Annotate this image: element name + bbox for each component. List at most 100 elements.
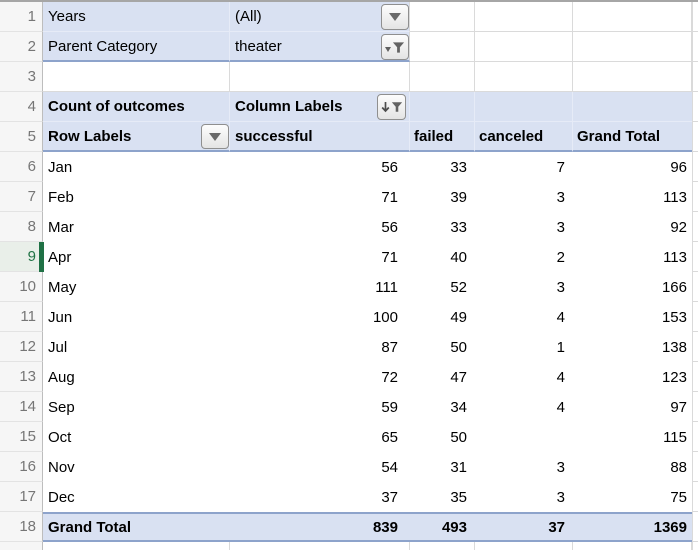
row-number-12[interactable]: 12 xyxy=(0,332,43,362)
row-number-18[interactable]: 18 xyxy=(0,512,43,542)
cell-value[interactable]: 33 xyxy=(410,152,475,182)
cell-row-label[interactable]: Jun xyxy=(43,302,230,332)
cell-value[interactable]: 56 xyxy=(230,152,410,182)
cell-column-header-successful[interactable]: successful xyxy=(230,122,410,152)
cell-value[interactable]: 4 xyxy=(475,302,573,332)
cell-value[interactable]: 59 xyxy=(230,392,410,422)
cell-value[interactable]: 97 xyxy=(573,392,692,422)
cell-column-header-grand-total[interactable]: Grand Total xyxy=(573,122,692,152)
cell-value[interactable]: 50 xyxy=(410,332,475,362)
row-number-14[interactable]: 14 xyxy=(0,392,43,422)
cell-empty[interactable] xyxy=(573,62,692,92)
row-labels-dropdown-button[interactable] xyxy=(201,124,229,149)
cell-value[interactable]: 54 xyxy=(230,452,410,482)
cell-row-label[interactable]: Jul xyxy=(43,332,230,362)
cell-value[interactable]: 3 xyxy=(475,272,573,302)
cell-row-label[interactable]: Sep xyxy=(43,392,230,422)
cell-grand-total-label[interactable]: Grand Total xyxy=(43,512,230,542)
cell-column-header-failed[interactable]: failed xyxy=(410,122,475,152)
row-number-6[interactable]: 6 xyxy=(0,152,43,182)
cell-value[interactable]: 96 xyxy=(573,152,692,182)
cell-value[interactable]: 33 xyxy=(410,212,475,242)
cell-value[interactable]: 153 xyxy=(573,302,692,332)
cell-measure-caption[interactable]: Count of outcomes xyxy=(43,92,230,122)
cell-value[interactable]: 37 xyxy=(230,482,410,512)
cell-value[interactable]: 100 xyxy=(230,302,410,332)
cell-value[interactable]: 113 xyxy=(573,242,692,272)
cell-value[interactable]: 7 xyxy=(475,152,573,182)
row-number-13[interactable]: 13 xyxy=(0,362,43,392)
row-number-2[interactable]: 2 xyxy=(0,32,43,62)
row-number-16[interactable]: 16 xyxy=(0,452,43,482)
cell-row-label[interactable]: Dec xyxy=(43,482,230,512)
cell-value[interactable]: 39 xyxy=(410,182,475,212)
cell-grand-total-value[interactable]: 37 xyxy=(475,512,573,542)
row-number-3[interactable]: 3 xyxy=(0,62,43,92)
cell-row-label[interactable]: Feb xyxy=(43,182,230,212)
cell-value[interactable]: 75 xyxy=(573,482,692,512)
cell-value[interactable]: 50 xyxy=(410,422,475,452)
column-labels-filter-button[interactable] xyxy=(377,94,406,120)
cell-value[interactable]: 4 xyxy=(475,392,573,422)
cell-value[interactable]: 138 xyxy=(573,332,692,362)
cell-value[interactable]: 40 xyxy=(410,242,475,272)
cell-value[interactable]: 2 xyxy=(475,242,573,272)
cell-filter-value-category[interactable]: theater xyxy=(230,32,410,62)
cell-grand-total-value[interactable]: 493 xyxy=(410,512,475,542)
cell-value[interactable]: 31 xyxy=(410,452,475,482)
cell-empty[interactable] xyxy=(410,92,475,122)
row-number-7[interactable]: 7 xyxy=(0,182,43,212)
cell-value[interactable]: 49 xyxy=(410,302,475,332)
cell-value[interactable]: 52 xyxy=(410,272,475,302)
cell-value[interactable]: 113 xyxy=(573,182,692,212)
cell-value[interactable]: 47 xyxy=(410,362,475,392)
cell-empty[interactable] xyxy=(475,32,573,62)
cell-value[interactable]: 111 xyxy=(230,272,410,302)
category-filter-button[interactable] xyxy=(381,34,409,60)
cell-row-label[interactable]: Mar xyxy=(43,212,230,242)
row-number-10[interactable]: 10 xyxy=(0,272,43,302)
cell-value[interactable]: 65 xyxy=(230,422,410,452)
cell-value[interactable]: 35 xyxy=(410,482,475,512)
cell-value[interactable]: 87 xyxy=(230,332,410,362)
cell-value[interactable]: 3 xyxy=(475,212,573,242)
cell-row-label[interactable]: May xyxy=(43,272,230,302)
cell-value[interactable]: 166 xyxy=(573,272,692,302)
cell-filter-label-years[interactable]: Years xyxy=(43,2,230,32)
cell-filter-label-category[interactable]: Parent Category xyxy=(43,32,230,62)
cell-empty[interactable] xyxy=(410,2,475,32)
row-number-15[interactable]: 15 xyxy=(0,422,43,452)
cell-empty[interactable] xyxy=(230,62,410,92)
cell-grand-total-value[interactable]: 839 xyxy=(230,512,410,542)
cell-row-label[interactable]: Oct xyxy=(43,422,230,452)
cell-empty[interactable] xyxy=(475,2,573,32)
cell-value[interactable]: 115 xyxy=(573,422,692,452)
cell-value[interactable]: 1 xyxy=(475,332,573,362)
cell-value[interactable]: 71 xyxy=(230,242,410,272)
cell-value[interactable] xyxy=(475,422,573,452)
cell-filter-value-years[interactable]: (All) xyxy=(230,2,410,32)
row-number-11[interactable]: 11 xyxy=(0,302,43,332)
cell-empty[interactable] xyxy=(410,32,475,62)
cell-column-header-canceled[interactable]: canceled xyxy=(475,122,573,152)
cell-row-label[interactable]: Jan xyxy=(43,152,230,182)
cell-value[interactable]: 4 xyxy=(475,362,573,392)
cell-grand-total-value[interactable]: 1369 xyxy=(573,512,692,542)
cell-value[interactable]: 71 xyxy=(230,182,410,212)
row-number-17[interactable]: 17 xyxy=(0,482,43,512)
cell-value[interactable]: 123 xyxy=(573,362,692,392)
cell-empty[interactable] xyxy=(475,62,573,92)
cell-value[interactable]: 56 xyxy=(230,212,410,242)
cell-empty[interactable] xyxy=(573,92,692,122)
cell-empty[interactable] xyxy=(573,32,692,62)
row-number-19[interactable] xyxy=(0,542,43,550)
cell-empty[interactable] xyxy=(43,62,230,92)
row-number-9-active[interactable]: 9 xyxy=(0,242,43,272)
years-dropdown-button[interactable] xyxy=(381,4,409,30)
cell-row-labels-caption[interactable]: Row Labels xyxy=(43,122,230,152)
row-number-4[interactable]: 4 xyxy=(0,92,43,122)
row-number-5[interactable]: 5 xyxy=(0,122,43,152)
row-number-8[interactable]: 8 xyxy=(0,212,43,242)
cell-row-label[interactable]: Apr xyxy=(43,242,230,272)
cell-value[interactable]: 3 xyxy=(475,482,573,512)
